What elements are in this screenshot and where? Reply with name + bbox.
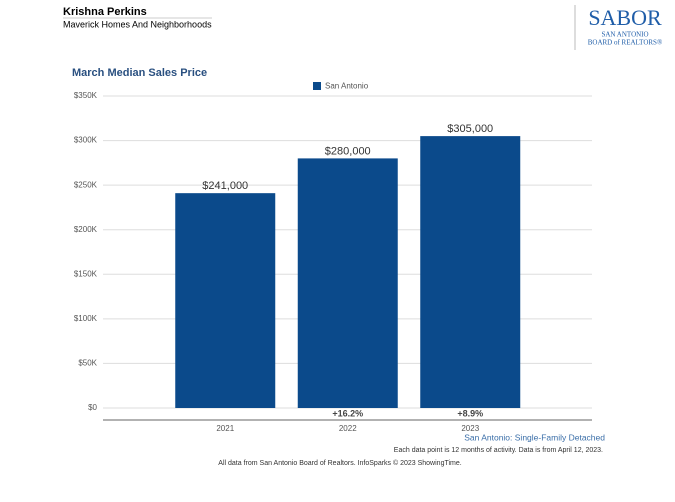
y-tick-label: $200K <box>74 225 98 234</box>
legend-label: San Antonio <box>325 82 369 91</box>
logo-line1: SAN ANTONIO <box>601 31 648 39</box>
logo-line2: BOARD of REALTORS® <box>588 39 663 47</box>
y-tick-label: $300K <box>74 136 98 145</box>
value-label: $305,000 <box>447 123 493 135</box>
agent-name: Krishna Perkins <box>63 6 147 18</box>
y-tick-label: $350K <box>74 91 98 100</box>
y-tick-label: $0 <box>88 403 97 412</box>
y-tick-label: $150K <box>74 269 98 278</box>
chart-title: March Median Sales Price <box>72 67 207 79</box>
legend-swatch <box>313 82 321 90</box>
bar <box>297 158 398 408</box>
y-tick-label: $50K <box>78 359 97 368</box>
value-label: $241,000 <box>202 180 248 192</box>
y-tick-label: $100K <box>74 314 98 323</box>
x-tick-label: 2023 <box>461 424 479 433</box>
note: Each data point is 12 months of activity… <box>394 447 603 454</box>
y-tick-label: $250K <box>74 180 98 189</box>
change-label: +8.9% <box>457 408 483 418</box>
agent-company: Maverick Homes And Neighborhoods <box>63 19 212 29</box>
x-tick-label: 2021 <box>216 424 234 433</box>
logo-brand: SABOR <box>588 5 662 30</box>
x-tick-label: 2022 <box>339 424 357 433</box>
change-label: +16.2% <box>332 408 363 418</box>
bar <box>420 136 521 408</box>
bar <box>175 193 276 408</box>
subtitle: San Antonio: Single-Family Detached <box>464 432 605 442</box>
source: All data from San Antonio Board of Realt… <box>218 459 461 467</box>
value-label: $280,000 <box>325 145 371 157</box>
